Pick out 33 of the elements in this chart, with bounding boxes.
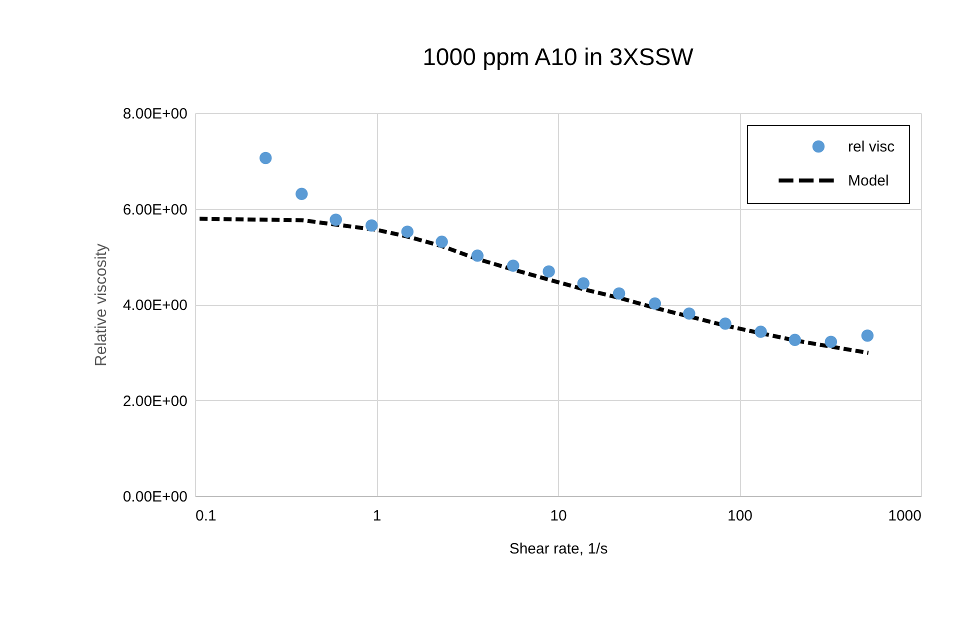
- y-tick-label: 0.00E+00: [122, 488, 188, 506]
- point: [471, 250, 484, 262]
- x-axis-title: Shear rate, 1/s: [509, 540, 608, 558]
- point: [507, 260, 520, 272]
- y-tick-label: 4.00E+00: [122, 297, 188, 314]
- x-tick-label: 1000: [888, 508, 922, 524]
- point: [648, 297, 662, 310]
- legend-label: rel visc: [848, 138, 896, 156]
- point: [436, 236, 448, 248]
- point: [683, 307, 696, 320]
- x-tick-label: 10: [550, 508, 567, 524]
- x-tick-label: 100: [727, 508, 753, 524]
- x-tick-label: 1: [372, 508, 382, 524]
- point: [754, 326, 767, 338]
- y-tick-label: 2.00E+00: [122, 392, 188, 410]
- point: [260, 152, 272, 164]
- point: [542, 265, 555, 278]
- point: [366, 219, 378, 232]
- chart-title: 1000 ppm A10 in 3XSSW: [422, 44, 694, 71]
- y-tick-label: 6.00E+00: [122, 201, 188, 218]
- point: [612, 287, 626, 300]
- y-tick-label: 8.00E+00: [122, 106, 188, 122]
- point: [296, 188, 308, 200]
- x-tick-label: 0.1: [196, 508, 216, 524]
- point: [577, 277, 590, 290]
- point: [401, 226, 414, 238]
- point: [861, 330, 874, 342]
- point: [824, 336, 838, 348]
- point: [330, 214, 342, 226]
- y-axis-title: Relative viscosity: [92, 244, 110, 366]
- point: [719, 318, 732, 330]
- point: [788, 334, 802, 346]
- legend-label: Model: [848, 172, 889, 190]
